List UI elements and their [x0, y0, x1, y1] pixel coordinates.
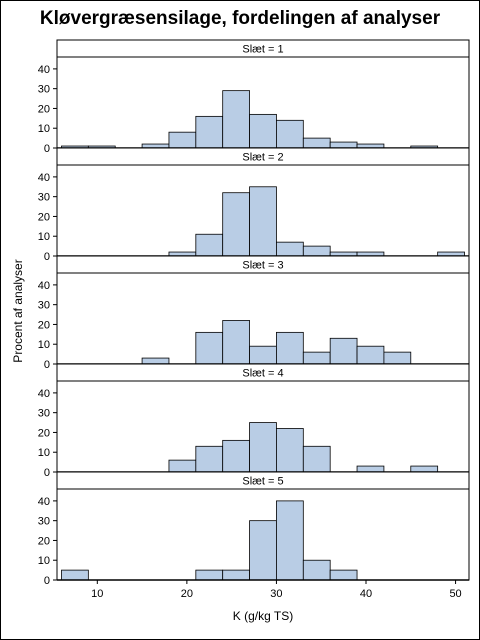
- y-tick-label: 40: [38, 64, 50, 76]
- y-tick-label: 10: [38, 231, 50, 243]
- y-tick-label: 40: [38, 172, 50, 184]
- histogram-bar: [276, 500, 304, 581]
- y-tick-label: 30: [38, 516, 50, 528]
- y-tick-label: 40: [38, 496, 50, 508]
- y-tick-label: 0: [44, 359, 50, 371]
- panel-label-3: Slæt = 3: [242, 260, 283, 272]
- y-tick-label: 20: [38, 427, 50, 439]
- y-tick-label: 10: [38, 339, 50, 351]
- histogram-bar: [195, 331, 224, 365]
- panel-label-5: Slæt = 5: [242, 476, 283, 488]
- histogram-bar: [195, 233, 224, 257]
- y-tick-label: 20: [38, 535, 50, 547]
- histogram-bar: [329, 569, 358, 581]
- histogram-bar: [249, 422, 277, 473]
- histogram-bar: [302, 445, 331, 473]
- histogram-bar: [222, 192, 250, 257]
- x-tick-label: 10: [91, 588, 103, 600]
- panel-label-4: Slæt = 4: [242, 368, 283, 380]
- histogram-bar: [168, 459, 197, 473]
- histogram-bar: [222, 320, 250, 365]
- histogram-bar: [276, 331, 304, 365]
- histogram-bar: [276, 428, 304, 473]
- histogram-bar: [168, 131, 197, 149]
- histogram-bar: [410, 465, 439, 473]
- y-tick-label: 30: [38, 300, 50, 312]
- y-tick-label: 0: [44, 467, 50, 479]
- histogram-bar: [302, 245, 331, 257]
- histogram-bar: [195, 115, 224, 149]
- histogram-bar: [141, 357, 170, 365]
- histogram-bar: [356, 465, 385, 473]
- histogram-bar: [302, 559, 331, 581]
- x-tick-label: 50: [449, 588, 461, 600]
- panel-label-2: Slæt = 2: [242, 152, 283, 164]
- y-tick-label: 0: [44, 251, 50, 263]
- y-tick-label: 20: [38, 103, 50, 115]
- y-tick-label: 30: [38, 84, 50, 96]
- y-tick-label: 30: [38, 192, 50, 204]
- histogram-bar: [249, 113, 277, 149]
- x-tick-label: 30: [270, 588, 282, 600]
- histogram-bar: [195, 569, 224, 581]
- histogram-bar: [383, 351, 412, 365]
- y-axis-label: Procent af analyser: [11, 259, 25, 362]
- histogram-bar: [302, 137, 331, 149]
- y-tick-label: 20: [38, 211, 50, 223]
- histogram-bar: [249, 520, 277, 581]
- chart-title: Kløvergræsensilage, fordelingen af analy…: [39, 8, 441, 29]
- x-axis-label: K (g/kg TS): [233, 609, 293, 623]
- panel-label-1: Slæt = 1: [242, 44, 283, 56]
- y-tick-label: 40: [38, 280, 50, 292]
- y-tick-label: 10: [38, 123, 50, 135]
- histogram-bar: [356, 345, 385, 365]
- y-tick-label: 10: [38, 447, 50, 459]
- histogram-bar: [249, 186, 277, 257]
- histogram-bar: [222, 439, 250, 473]
- histogram-bar: [61, 569, 89, 581]
- histogram-bar: [222, 569, 250, 581]
- y-tick-label: 40: [38, 388, 50, 400]
- histogram-bar: [195, 445, 224, 473]
- y-tick-label: 20: [38, 319, 50, 331]
- histogram-bar: [329, 337, 358, 365]
- histogram-bar: [302, 351, 331, 365]
- x-tick-label: 40: [360, 588, 372, 600]
- y-tick-label: 30: [38, 408, 50, 420]
- histogram-bar: [329, 141, 358, 149]
- histogram-bar: [276, 241, 304, 257]
- histogram-bar: [276, 119, 304, 149]
- y-tick-label: 0: [44, 575, 50, 587]
- y-tick-label: 0: [44, 143, 50, 155]
- x-tick-label: 20: [181, 588, 193, 600]
- histogram-bar: [222, 90, 250, 149]
- y-tick-label: 10: [38, 555, 50, 567]
- histogram-bar: [249, 345, 277, 365]
